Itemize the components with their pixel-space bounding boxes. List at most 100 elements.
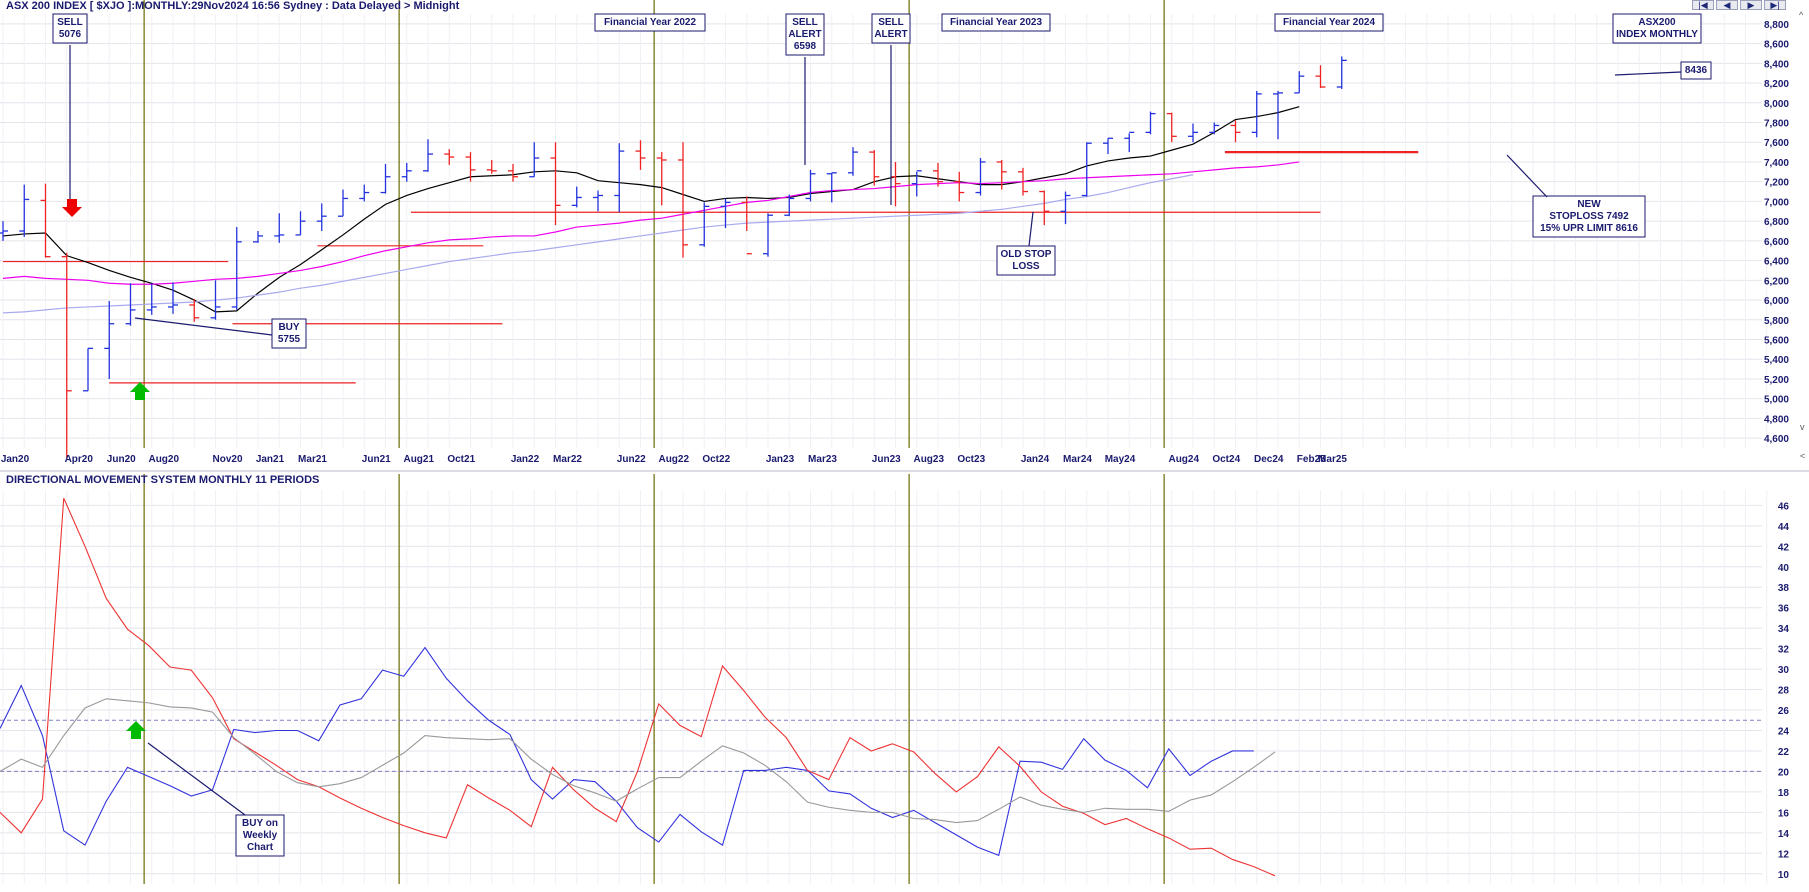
scroll-down-icon[interactable]: v [1800, 422, 1805, 432]
ohlc-bar [338, 189, 348, 217]
sell-5076-label-text: 5076 [59, 29, 82, 40]
x-tick-label: Dec24 [1254, 454, 1284, 465]
x-tick-label: Aug20 [148, 454, 179, 465]
ohlc-bar [295, 211, 306, 236]
value-8436-label-box [1680, 61, 1712, 80]
x-tick-label: Jun22 [617, 454, 646, 465]
lower-y-tick-label: 44 [1778, 522, 1790, 533]
ohlc-bar [614, 143, 625, 213]
lower-y-tick-label: 12 [1778, 849, 1790, 860]
y-tick-label: 5,200 [1764, 375, 1789, 386]
y-tick-label: 8,600 [1764, 40, 1789, 51]
sell-alert-label-box [871, 13, 911, 44]
x-tick-label: Jun20 [107, 454, 136, 465]
old-stop-loss-label-box [996, 245, 1056, 276]
ohlc-bar [1273, 90, 1283, 140]
nav-prev-button[interactable]: ◀ [1716, 0, 1738, 10]
buy-weekly-arrow-up-icon [126, 721, 146, 739]
nav-last-button[interactable]: ▶| [1764, 0, 1786, 10]
ohlc-bar [231, 227, 242, 310]
ohlc-bar [210, 280, 221, 320]
lower-y-tick-label: 36 [1778, 604, 1790, 615]
sell-alert-6598-label-text: ALERT [788, 29, 821, 40]
sell-alert-label-text: ALERT [874, 29, 907, 40]
fy2023-label-text: Financial Year 2023 [950, 17, 1043, 28]
ohlc-bar [678, 142, 688, 258]
di-minus-line [0, 497, 1276, 877]
ohlc-bar [741, 196, 752, 255]
y-tick-label: 7,200 [1764, 178, 1789, 189]
ohlc-bar [253, 231, 263, 243]
asx200-monthly-label-text: ASX200 [1638, 17, 1676, 28]
new-stoploss-pointer [1506, 154, 1548, 198]
buy-5755-label-text: 5755 [278, 334, 301, 345]
ohlc-bar [465, 152, 476, 182]
value-8436-label: 8436 [1680, 61, 1712, 80]
fy2024-label-box [1274, 13, 1384, 32]
x-tick-label: Jan21 [256, 454, 285, 465]
moving-average-short [2, 106, 1300, 313]
ohlc-bar [996, 159, 1007, 190]
sell-alert-6598-label-text: 6598 [794, 41, 817, 52]
ohlc-bar [83, 347, 93, 392]
ohlc-bar [571, 186, 582, 208]
moving-average-long [2, 174, 1194, 314]
x-tick-label: Feb25 [1297, 454, 1326, 465]
x-tick-label: Jan20 [1, 454, 30, 465]
ohlc-bar [1166, 112, 1177, 143]
y-tick-label: 5,000 [1764, 395, 1789, 406]
y-tick-label: 7,400 [1764, 158, 1789, 169]
sell-5076-label-box [52, 13, 88, 44]
x-tick-label: Jun23 [872, 454, 901, 465]
ohlc-bar [593, 190, 603, 212]
ohlc-bar [1145, 111, 1156, 135]
y-tick-label: 4,800 [1764, 414, 1789, 425]
x-tick-label: Jan23 [766, 454, 795, 465]
value-8436-pointer [1614, 71, 1682, 76]
ohlc-bar [168, 282, 178, 314]
fy2023-label: Financial Year 2023 [941, 13, 1051, 32]
ohlc-bar [954, 171, 965, 202]
y-tick-label: 7,600 [1764, 138, 1789, 149]
ohlc-bar [444, 149, 455, 165]
y-tick-label: 6,200 [1764, 276, 1789, 287]
ohlc-bar [1039, 190, 1050, 226]
x-axis-strip [0, 449, 1762, 471]
buy-weekly-label-text: Weekly [243, 830, 278, 841]
ohlc-bar [146, 283, 157, 315]
ohlc-bar [869, 150, 880, 186]
lower-y-tick-label: 38 [1778, 583, 1790, 594]
lower-y-tick-label: 26 [1778, 706, 1790, 717]
ohlc-bar [508, 163, 518, 182]
ohlc-bar [1060, 191, 1071, 225]
buy-5755-pointer [134, 317, 273, 336]
sell-arrow-down-icon [62, 199, 82, 217]
nav-next-button[interactable]: ▶ [1740, 0, 1762, 10]
buy-weekly-pointer [147, 742, 246, 816]
ohlc-bar [19, 184, 30, 237]
y-tick-label: 6,600 [1764, 237, 1789, 248]
ohlc-bar [805, 169, 816, 202]
ohlc-bar [359, 184, 370, 202]
ohlc-bar [1103, 137, 1113, 155]
indicator-title: DIRECTIONAL MOVEMENT SYSTEM MONTHLY 11 P… [6, 474, 320, 486]
fy2024-label: Financial Year 2024 [1274, 13, 1384, 32]
scroll-up-icon[interactable]: ^ [1799, 10, 1804, 20]
ohlc-bar [0, 221, 8, 241]
x-tick-label: Jan22 [511, 454, 540, 465]
sell-5076-label-text: SELL [57, 17, 83, 28]
value-8436-label-text: 8436 [1685, 65, 1708, 76]
y-tick-label: 7,800 [1764, 119, 1789, 130]
y-tick-label: 8,200 [1764, 79, 1789, 90]
scroll-left-icon[interactable]: < [1800, 451, 1806, 461]
nav-first-button[interactable]: |◀ [1692, 0, 1714, 10]
ohlc-bar [975, 158, 986, 196]
y-tick-label: 5,400 [1764, 355, 1789, 366]
